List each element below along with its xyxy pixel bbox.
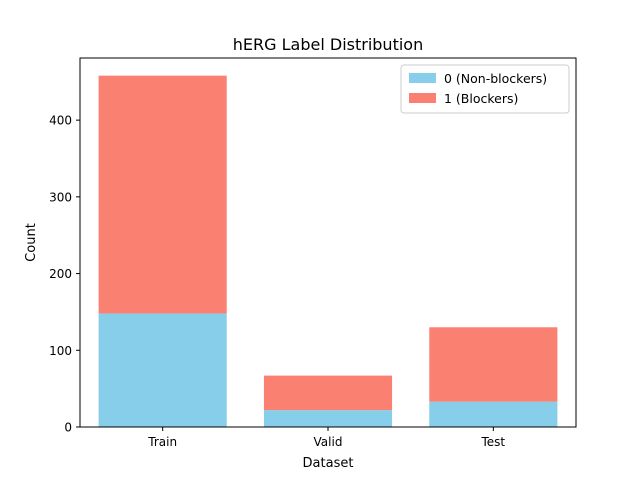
- x-ticks: Train Valid Test: [147, 427, 505, 449]
- bar-train-series-1: [98, 75, 227, 314]
- y-tick-label: 300: [49, 190, 72, 204]
- bar-valid-series-1: [263, 375, 393, 411]
- legend: 0 (Non-blockers) 1 (Blockers): [400, 64, 570, 114]
- x-tick-label: Valid: [314, 435, 343, 449]
- bar-test-series-0: [429, 401, 558, 427]
- y-tick-label: 0: [64, 421, 72, 435]
- bar-train-series-0: [98, 313, 227, 427]
- y-tick-label: 400: [49, 114, 72, 128]
- x-tick-label: Train: [147, 435, 177, 449]
- x-axis-label: Dataset: [303, 456, 354, 471]
- y-ticks: 0 100 200 300 400: [49, 114, 80, 435]
- legend-swatch-series-0: [409, 73, 436, 83]
- plot-frame: [79, 57, 577, 428]
- y-tick-label: 100: [49, 344, 72, 358]
- chart-title: hERG Label Distribution: [233, 35, 423, 54]
- x-tick-label: Test: [481, 435, 506, 449]
- legend-box: [400, 64, 570, 114]
- y-axis-label: Count: [24, 223, 39, 262]
- bar-valid-series-0: [263, 410, 393, 427]
- bars-layer: [98, 75, 558, 427]
- legend-label-series-0: 0 (Non-blockers): [444, 71, 547, 86]
- legend-label-series-1: 1 (Blockers): [444, 91, 518, 106]
- y-tick-label: 200: [49, 267, 72, 281]
- legend-swatch-series-1: [409, 93, 436, 103]
- bar-test-series-1: [429, 327, 558, 402]
